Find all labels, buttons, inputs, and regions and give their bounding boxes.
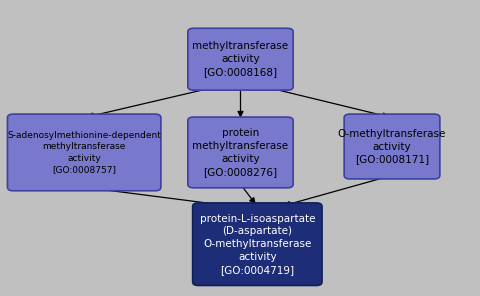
FancyBboxPatch shape <box>7 114 160 191</box>
FancyBboxPatch shape <box>192 203 321 285</box>
FancyBboxPatch shape <box>343 114 439 179</box>
Text: protein-L-isoaspartate
(D-aspartate)
O-methyltransferase
activity
[GO:0004719]: protein-L-isoaspartate (D-aspartate) O-m… <box>199 214 314 275</box>
Text: S-adenosylmethionine-dependent
methyltransferase
activity
[GO:0008757]: S-adenosylmethionine-dependent methyltra… <box>7 131 161 174</box>
FancyBboxPatch shape <box>187 28 292 90</box>
Text: O-methyltransferase
activity
[GO:0008171]: O-methyltransferase activity [GO:0008171… <box>337 129 445 164</box>
FancyBboxPatch shape <box>187 117 292 188</box>
Text: protein
methyltransferase
activity
[GO:0008276]: protein methyltransferase activity [GO:0… <box>192 128 288 177</box>
Text: methyltransferase
activity
[GO:0008168]: methyltransferase activity [GO:0008168] <box>192 41 288 77</box>
